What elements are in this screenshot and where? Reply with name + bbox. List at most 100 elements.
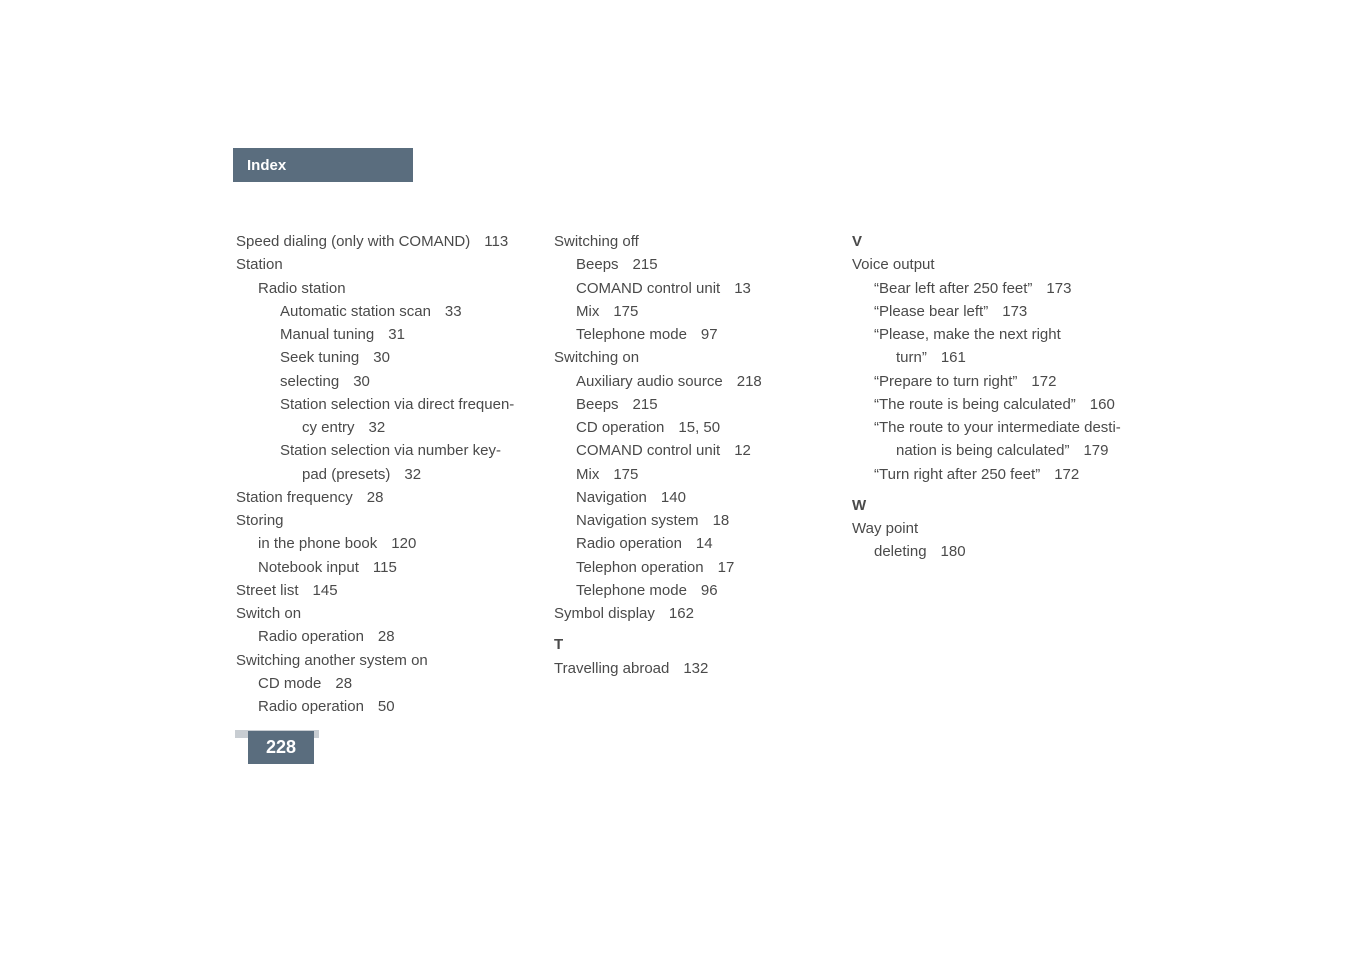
entry-text: nation is being calculated” <box>896 442 1069 459</box>
entry-page: 132 <box>683 660 708 677</box>
entry-page: 160 <box>1090 396 1115 413</box>
index-content: Speed dialing (only with COMAND)113 Stat… <box>236 230 1152 718</box>
index-entry: Switching another system on <box>236 649 526 672</box>
entry-text: “The route is being calculated” <box>874 396 1076 413</box>
entry-page: 15, 50 <box>678 419 720 436</box>
entry-text: Mix <box>576 466 599 483</box>
index-entry: deleting180 <box>852 540 1152 563</box>
entry-text: COMAND control unit <box>576 280 720 297</box>
entry-text: Voice output <box>852 256 935 273</box>
section-letter-w: W <box>852 494 1152 517</box>
entry-text: COMAND control unit <box>576 442 720 459</box>
index-entry: Beeps215 <box>554 393 824 416</box>
entry-text: Street list <box>236 582 299 599</box>
entry-text: Station selection via number key- <box>280 442 501 459</box>
index-entry: “The route to your intermediate desti- <box>852 416 1152 439</box>
entry-text: Way point <box>852 520 918 537</box>
index-column-1: Speed dialing (only with COMAND)113 Stat… <box>236 230 526 718</box>
entry-page: 215 <box>633 256 658 273</box>
index-header-bar: Index <box>233 148 413 182</box>
entry-text: Beeps <box>576 396 619 413</box>
index-entry: Station selection via number key- <box>236 439 526 462</box>
entry-page: 18 <box>713 512 730 529</box>
entry-text: “Bear left after 250 feet” <box>874 280 1032 297</box>
entry-text: “The route to your intermediate desti- <box>874 419 1121 436</box>
entry-page: 32 <box>404 466 421 483</box>
entry-page: 173 <box>1046 280 1071 297</box>
index-entry: Switch on <box>236 602 526 625</box>
entry-page: 140 <box>661 489 686 506</box>
entry-text: selecting <box>280 373 339 390</box>
index-entry: turn” 161 <box>852 346 1152 369</box>
index-entry: Switching off <box>554 230 824 253</box>
index-entry: Symbol display162 <box>554 602 824 625</box>
entry-text: Mix <box>576 303 599 320</box>
index-entry: nation is being calculated”179 <box>852 439 1152 462</box>
index-entry: Telephone mode96 <box>554 579 824 602</box>
entry-page: 161 <box>941 349 966 366</box>
entry-text: Radio operation <box>576 535 682 552</box>
section-letter-v: V <box>852 230 1152 253</box>
entry-page: 175 <box>613 466 638 483</box>
index-entry: COMAND control unit 12 <box>554 439 824 462</box>
entry-page: 173 <box>1002 303 1027 320</box>
entry-text: cy entry <box>302 419 355 436</box>
entry-text: CD operation <box>576 419 664 436</box>
entry-text: Symbol display <box>554 605 655 622</box>
entry-page: 12 <box>734 442 751 459</box>
entry-page: 14 <box>696 535 713 552</box>
index-entry: Telephone mode97 <box>554 323 824 346</box>
entry-page: 32 <box>369 419 386 436</box>
index-entry: Switching on <box>554 346 824 369</box>
entry-text: Storing <box>236 512 284 529</box>
entry-text: in the phone book <box>258 535 377 552</box>
entry-text: “Please, make the next right <box>874 326 1061 343</box>
entry-text: Station selection via direct frequen- <box>280 396 514 413</box>
entry-page: 145 <box>313 582 338 599</box>
entry-page: 172 <box>1054 466 1079 483</box>
index-column-2: Switching off Beeps215 COMAND control un… <box>554 230 824 718</box>
entry-text: Automatic station scan <box>280 303 431 320</box>
entry-page: 172 <box>1031 373 1056 390</box>
index-header-title: Index <box>247 157 286 174</box>
entry-page: 28 <box>367 489 384 506</box>
entry-text: “Please bear left” <box>874 303 988 320</box>
index-entry: Manual tuning 31 <box>236 323 526 346</box>
entry-page: 30 <box>353 373 370 390</box>
index-entry: Way point <box>852 517 1152 540</box>
index-entry: pad (presets)32 <box>236 463 526 486</box>
entry-text: Station <box>236 256 283 273</box>
entry-page: 28 <box>335 675 352 692</box>
entry-text: Manual tuning <box>280 326 374 343</box>
index-entry: Telephon operation17 <box>554 556 824 579</box>
index-entry: Station <box>236 253 526 276</box>
page-number: 228 <box>248 731 314 764</box>
entry-text: Navigation <box>576 489 647 506</box>
index-entry: Auxiliary audio source218 <box>554 370 824 393</box>
entry-page: 31 <box>388 326 405 343</box>
entry-page: 28 <box>378 628 395 645</box>
entry-text: Radio station <box>258 280 346 297</box>
index-entry: CD operation 15, 50 <box>554 416 824 439</box>
index-entry: “Turn right after 250 feet”172 <box>852 463 1152 486</box>
entry-page: 50 <box>378 698 395 715</box>
index-entry: in the phone book 120 <box>236 532 526 555</box>
index-column-3: V Voice output “Bear left after 250 feet… <box>852 230 1152 718</box>
entry-page: 97 <box>701 326 718 343</box>
entry-text: Radio operation <box>258 698 364 715</box>
entry-text: turn” <box>896 349 927 366</box>
index-entry: Station frequency28 <box>236 486 526 509</box>
index-entry: Street list 145 <box>236 579 526 602</box>
index-entry: “Prepare to turn right”172 <box>852 370 1152 393</box>
index-entry: Navigation system18 <box>554 509 824 532</box>
index-entry: Beeps215 <box>554 253 824 276</box>
index-entry: COMAND control unit 13 <box>554 277 824 300</box>
entry-text: CD mode <box>258 675 321 692</box>
index-entry: “The route is being calculated” 160 <box>852 393 1152 416</box>
index-entry: selecting 30 <box>236 370 526 393</box>
entry-page: 17 <box>718 559 735 576</box>
entry-page: 13 <box>734 280 751 297</box>
entry-page: 30 <box>373 349 390 366</box>
index-entry: “Please, make the next right <box>852 323 1152 346</box>
entry-page: 120 <box>391 535 416 552</box>
